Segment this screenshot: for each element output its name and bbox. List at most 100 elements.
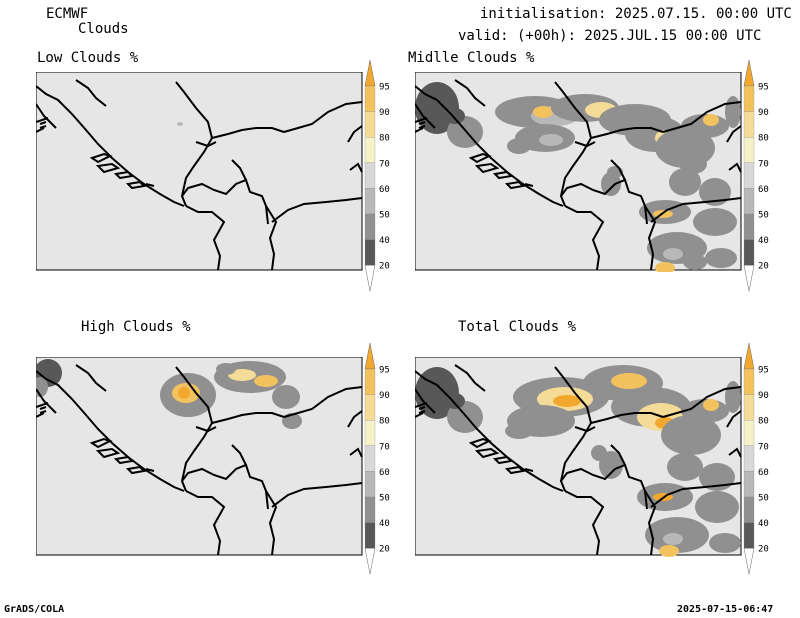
header-model: ECMWF bbox=[46, 6, 89, 22]
colorbar-label: 90 bbox=[379, 108, 390, 118]
cloud-cell bbox=[228, 369, 256, 381]
colorbar-label: 70 bbox=[379, 159, 390, 169]
island-outline bbox=[89, 152, 113, 164]
map-low bbox=[36, 72, 363, 271]
cloud-cell bbox=[693, 208, 737, 236]
colorbar: 95 90 80 70 60 50 40 20 bbox=[743, 59, 769, 292]
colorbar-high: 95 90 80 70 60 50 40 20 bbox=[362, 341, 402, 577]
border-line bbox=[349, 162, 363, 173]
colorbar-segment bbox=[364, 522, 376, 549]
colorbar-label: 50 bbox=[758, 494, 769, 504]
cloud-layer bbox=[415, 365, 741, 557]
cloud-cell bbox=[663, 248, 683, 260]
border-line bbox=[195, 426, 217, 433]
border-line bbox=[36, 412, 45, 418]
colorbar-label: 70 bbox=[379, 442, 390, 452]
border-line bbox=[574, 141, 596, 148]
cloud-cell bbox=[601, 172, 621, 196]
island-outline bbox=[39, 125, 47, 129]
map-panel-middle bbox=[415, 72, 745, 272]
island-outline bbox=[492, 170, 514, 180]
border-line bbox=[185, 490, 226, 556]
colorbar-segment bbox=[364, 239, 376, 266]
border-line bbox=[454, 79, 486, 107]
island-outline bbox=[468, 152, 492, 164]
border-line bbox=[560, 178, 648, 225]
panel-title-high: High Clouds % bbox=[81, 319, 191, 335]
colorbar-label: 20 bbox=[379, 545, 390, 555]
cloud-cell bbox=[667, 453, 703, 481]
cloud-cell bbox=[611, 373, 647, 389]
footer-software: GrADS/COLA bbox=[4, 604, 65, 615]
cloud-cell bbox=[553, 395, 581, 407]
border-line bbox=[36, 370, 185, 492]
colorbar-label: 60 bbox=[379, 468, 390, 478]
border-line bbox=[728, 162, 742, 173]
colorbar-segment bbox=[364, 394, 376, 421]
border-line bbox=[36, 85, 185, 207]
colorbar-segment bbox=[743, 85, 755, 112]
island-outline bbox=[36, 117, 49, 123]
border-line bbox=[36, 388, 57, 414]
map-total bbox=[415, 357, 742, 557]
colorbar-label: 60 bbox=[758, 185, 769, 195]
island-outline bbox=[113, 455, 135, 465]
island-outline bbox=[39, 410, 47, 414]
colorbar-segment bbox=[743, 111, 755, 138]
border-line bbox=[75, 364, 107, 392]
cloud-cell bbox=[659, 545, 679, 557]
footer-timestamp: 2025-07-15-06:47 bbox=[677, 604, 774, 615]
header-init: initialisation: 2025.07.15. 00:00 UTC bbox=[480, 6, 792, 22]
colorbar-segment bbox=[743, 239, 755, 266]
border-line bbox=[650, 482, 742, 508]
island-outline bbox=[524, 468, 534, 472]
colorbar-bottom-arrow bbox=[743, 264, 755, 292]
border-line bbox=[726, 410, 742, 428]
colorbar-label: 80 bbox=[758, 134, 769, 144]
colorbar-bottom-arrow bbox=[743, 547, 755, 575]
border-line bbox=[347, 125, 363, 143]
border-line bbox=[231, 159, 247, 181]
map-panel-high bbox=[36, 357, 366, 557]
map-background bbox=[36, 72, 363, 271]
panel-title-total: Total Clouds % bbox=[458, 319, 577, 335]
cloud-cell bbox=[661, 415, 721, 455]
cloud-cell bbox=[703, 399, 719, 411]
panel-title-low: Low Clouds % bbox=[37, 50, 139, 66]
colorbar-segment bbox=[364, 111, 376, 138]
island-outline bbox=[95, 162, 121, 174]
colorbar-label: 95 bbox=[758, 83, 769, 93]
border-line bbox=[415, 85, 564, 207]
island-outline bbox=[113, 170, 135, 180]
colorbar-total: 95 90 80 70 60 50 40 20 bbox=[741, 341, 781, 577]
colorbar-label: 50 bbox=[379, 494, 390, 504]
island-outline bbox=[418, 125, 426, 129]
colorbar: 95 90 80 70 60 50 40 20 bbox=[364, 342, 390, 575]
island-outline bbox=[415, 402, 428, 408]
island-outline bbox=[95, 447, 121, 459]
cloud-cell bbox=[705, 248, 737, 268]
cloud-cell bbox=[669, 168, 701, 196]
island-outline bbox=[492, 455, 514, 465]
country-borders bbox=[36, 364, 363, 556]
colorbar-top-arrow bbox=[743, 342, 755, 370]
colorbar-label: 90 bbox=[758, 108, 769, 118]
border-line bbox=[347, 410, 363, 428]
border-line bbox=[231, 444, 247, 466]
colorbar-segment bbox=[743, 420, 755, 446]
colorbar-segment bbox=[364, 85, 376, 112]
border-line bbox=[181, 463, 269, 510]
colorbar-label: 95 bbox=[379, 366, 390, 376]
cloud-cell bbox=[725, 96, 741, 128]
cloud-cell bbox=[699, 178, 731, 206]
colorbar-label: 50 bbox=[758, 211, 769, 221]
colorbar-label: 80 bbox=[758, 417, 769, 427]
island-outline bbox=[145, 183, 155, 187]
border-line bbox=[349, 447, 363, 458]
colorbar-label: 60 bbox=[379, 185, 390, 195]
island-outline bbox=[125, 180, 147, 190]
cloud-cell bbox=[655, 262, 675, 272]
border-line bbox=[418, 121, 426, 125]
country-borders bbox=[415, 364, 742, 556]
colorbar-segment bbox=[743, 213, 755, 240]
